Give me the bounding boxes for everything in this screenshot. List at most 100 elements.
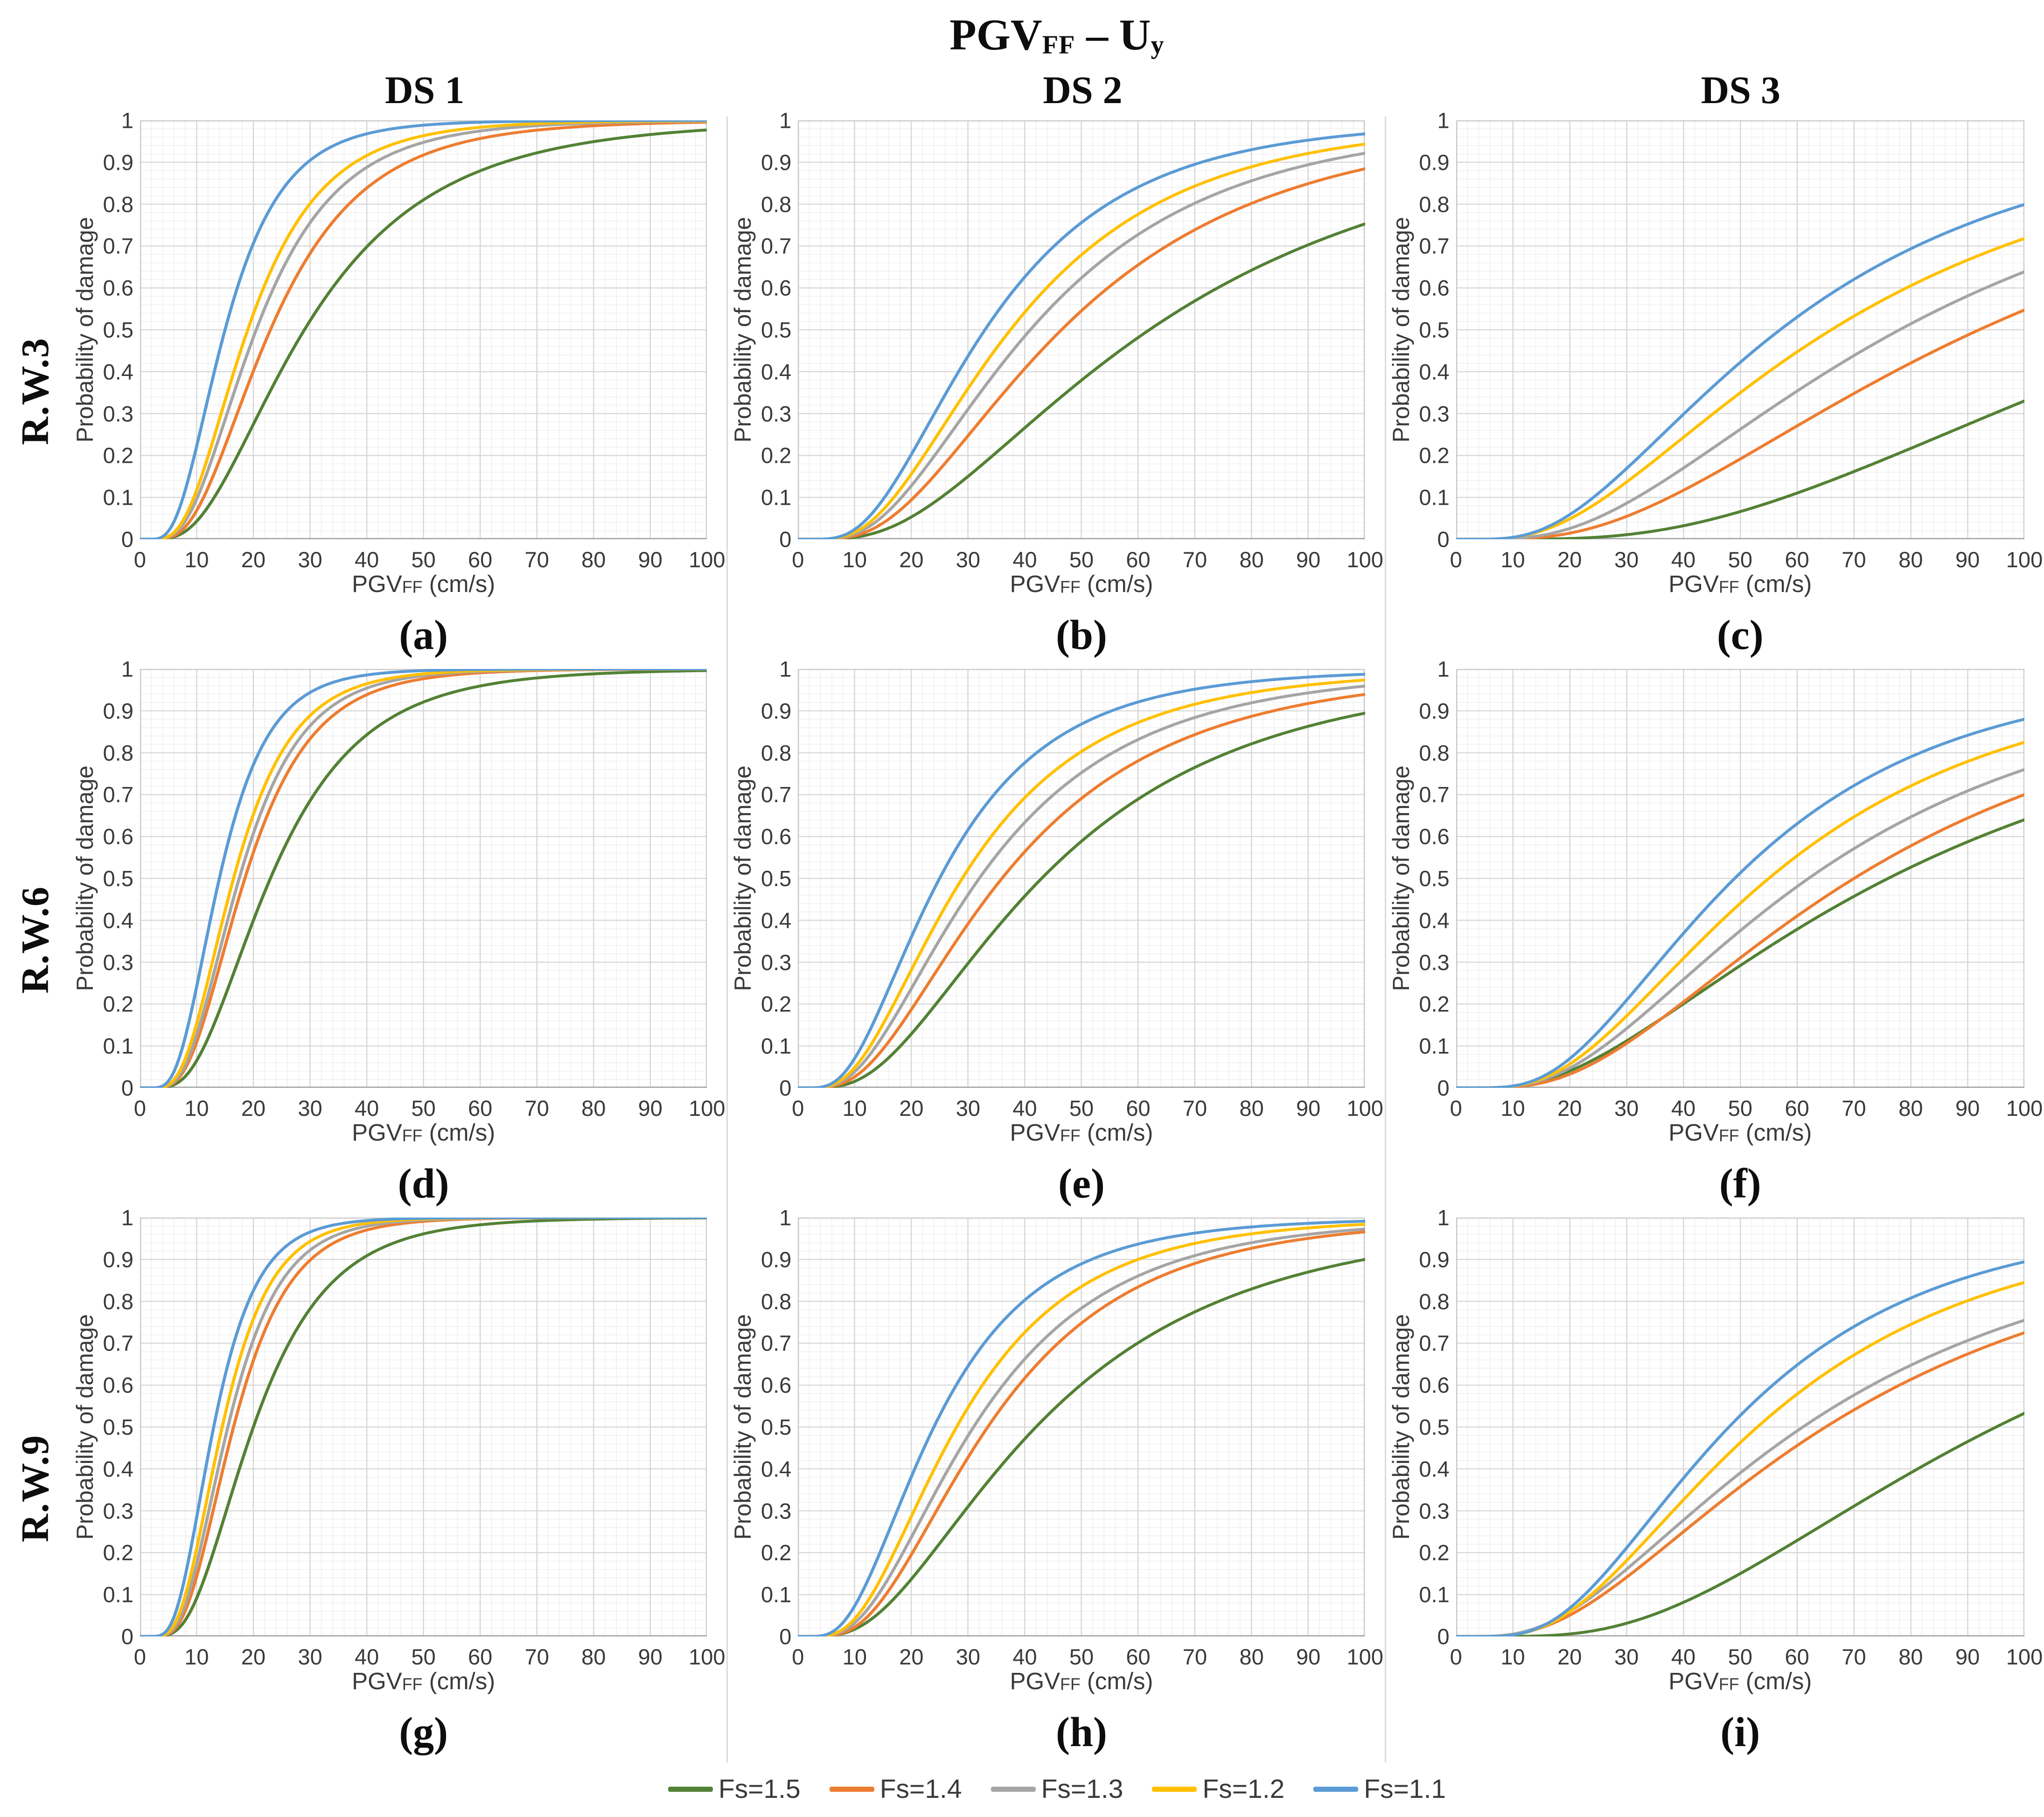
plot-area <box>798 120 1365 539</box>
legend-item: Fs=1.3 <box>991 1774 1123 1804</box>
axis-label-text: PGV <box>1010 1119 1060 1146</box>
curve-fs-1.1 <box>798 673 1365 1088</box>
row-label-text: R.W.9 <box>13 1434 57 1542</box>
x-tick-label: 40 <box>1012 1096 1037 1121</box>
chart-panel-b: Probability of damage 1 0.9 0.8 0.7 0.6 0.5 0.4… <box>728 108 1386 665</box>
x-axis-tick-labels: 0 10 20 30 40 50 60 70 80 90 100 <box>134 539 726 572</box>
x-tick-label: 10 <box>842 1644 867 1669</box>
plot-zone: Probability of damage 1 0.9 0.8 0.7 0.6 0.5 0.4… <box>1386 108 2044 552</box>
plot-svg <box>140 669 707 1088</box>
y-tick-label: 0.6 <box>1419 275 1450 300</box>
axis-label-subscript: FF <box>1718 1675 1739 1694</box>
x-tick-label: 0 <box>1450 1644 1462 1669</box>
x-tick-label: 40 <box>1671 547 1696 572</box>
y-tick-label: 0.2 <box>760 991 792 1016</box>
y-tick-label: 0.1 <box>1419 1582 1450 1607</box>
y-tick-label: 0.7 <box>760 782 792 807</box>
y-axis-title-text: Probability of damage <box>730 766 756 991</box>
plot-zone: Probability of damage 1 0.9 0.8 0.7 0.6 0.5 0.4… <box>70 1205 726 1649</box>
y-axis-title: Probability of damage <box>1386 120 1416 539</box>
x-tick-label: 60 <box>1785 1644 1809 1669</box>
plot-svg <box>1456 120 2024 539</box>
legend-item: Fs=1.1 <box>1313 1774 1446 1804</box>
y-tick-label: 0.3 <box>103 1498 133 1524</box>
x-axis-tick-labels: 0 10 20 30 40 50 60 70 80 90 100 <box>1450 1088 2043 1121</box>
x-tick-label: 30 <box>956 1644 981 1669</box>
y-tick-label: 0.5 <box>760 866 792 891</box>
x-tick-label: 20 <box>241 547 266 572</box>
curve-fs-1.5 <box>798 1258 1365 1636</box>
legend-line-swatch <box>991 1786 1036 1792</box>
column-header-ds3: DS 3 <box>1701 69 1781 112</box>
y-tick-label: 0.7 <box>760 1330 792 1356</box>
y-tick-label: 0.6 <box>760 824 792 849</box>
x-tick-label: 90 <box>1955 547 1980 572</box>
axis-label-text: (cm/s) <box>1080 1119 1153 1146</box>
row-label-rw3: R.W.3 <box>0 117 70 665</box>
axis-label-subscript: FF <box>1718 578 1739 597</box>
curve-fs-1.4 <box>1456 793 2024 1088</box>
panel-caption: (a) <box>399 612 448 658</box>
y-axis-title: Probability of damage <box>728 1218 758 1636</box>
x-tick-label: 100 <box>2006 547 2043 572</box>
legend: Fs=1.5 Fs=1.4 Fs=1.3 Fs=1.2 Fs=1.1 <box>0 1774 2044 1804</box>
curve-fs-1.5 <box>140 128 707 539</box>
legend-line-swatch <box>668 1786 713 1792</box>
axis-label-text: (cm/s) <box>422 1668 495 1694</box>
x-tick-label: 10 <box>184 1644 209 1669</box>
plot-svg <box>798 120 1365 539</box>
plot-svg <box>798 669 1365 1088</box>
x-tick-label: 60 <box>468 1096 493 1121</box>
curve-fs-1.5 <box>1456 399 2024 539</box>
x-axis-tick-labels: 0 10 20 30 40 50 60 70 80 90 100 <box>792 1088 1383 1121</box>
curve-fs-1.5 <box>798 711 1365 1088</box>
x-tick-label: 20 <box>899 547 924 572</box>
x-tick-label: 70 <box>1182 1096 1207 1121</box>
y-axis-title-text: Probability of damage <box>1388 766 1414 991</box>
curve-fs-1.1 <box>798 132 1365 539</box>
x-tick-label: 100 <box>2006 1644 2043 1669</box>
y-tick-label: 0.7 <box>1419 233 1450 258</box>
y-tick-label: 0.5 <box>1419 1414 1450 1440</box>
x-tick-label: 20 <box>241 1096 266 1121</box>
x-tick-label: 100 <box>2006 1096 2043 1121</box>
axis-label-subscript: FF <box>1060 578 1081 597</box>
panel-caption: (e) <box>1058 1161 1105 1207</box>
x-tick-label: 40 <box>1012 547 1037 572</box>
y-tick-label: 0 <box>779 527 792 552</box>
x-tick-label: 50 <box>1069 547 1094 572</box>
y-axis-title-text: Probability of damage <box>1388 1314 1414 1540</box>
y-tick-label: 1 <box>779 656 792 682</box>
y-tick-label: 1 <box>121 656 133 682</box>
panel-caption: (b) <box>1055 612 1107 658</box>
curve-fs-1.1 <box>1456 717 2024 1088</box>
y-axis-title-text: Probability of damage <box>72 1314 98 1540</box>
y-tick-label: 1 <box>1437 1205 1450 1230</box>
plot-zone: Probability of damage 1 0.9 0.8 0.7 0.6 0.5 0.4… <box>728 108 1384 552</box>
x-tick-label: 90 <box>1955 1096 1980 1121</box>
y-tick-label: 0 <box>121 1624 133 1649</box>
y-tick-label: 0.7 <box>103 782 133 807</box>
x-tick-label: 30 <box>1614 1096 1639 1121</box>
y-tick-label: 0.2 <box>1419 1540 1450 1565</box>
y-tick-label: 0.4 <box>103 1456 133 1482</box>
x-tick-label: 90 <box>638 547 663 572</box>
y-tick-label: 0.2 <box>103 443 133 468</box>
chart-panel-f: Probability of damage 1 0.9 0.8 0.7 0.6 0.5 0.4… <box>1386 657 2044 1214</box>
axis-label-text: PGV <box>352 1668 402 1694</box>
y-tick-label: 1 <box>121 1205 133 1230</box>
row-label-rw6: R.W.6 <box>0 665 70 1214</box>
x-tick-label: 30 <box>1614 547 1639 572</box>
curve-fs-1.2 <box>798 1223 1365 1636</box>
chart-panel-i: Probability of damage 1 0.9 0.8 0.7 0.6 0.5 0.4… <box>1386 1205 2044 1762</box>
x-tick-label: 20 <box>1557 547 1582 572</box>
x-axis-tick-labels: 0 10 20 30 40 50 60 70 80 90 100 <box>792 539 1383 572</box>
y-tick-label: 1 <box>1437 656 1450 682</box>
title-text: PGV <box>949 11 1042 59</box>
row-label-text: R.W.6 <box>13 885 57 994</box>
y-tick-label: 0.4 <box>1419 908 1450 933</box>
legend-item: Fs=1.4 <box>829 1774 962 1804</box>
y-axis-title-text: Probability of damage <box>730 217 756 443</box>
axis-label-text: (cm/s) <box>1739 571 1812 597</box>
title-subscript-y: y <box>1151 30 1165 60</box>
